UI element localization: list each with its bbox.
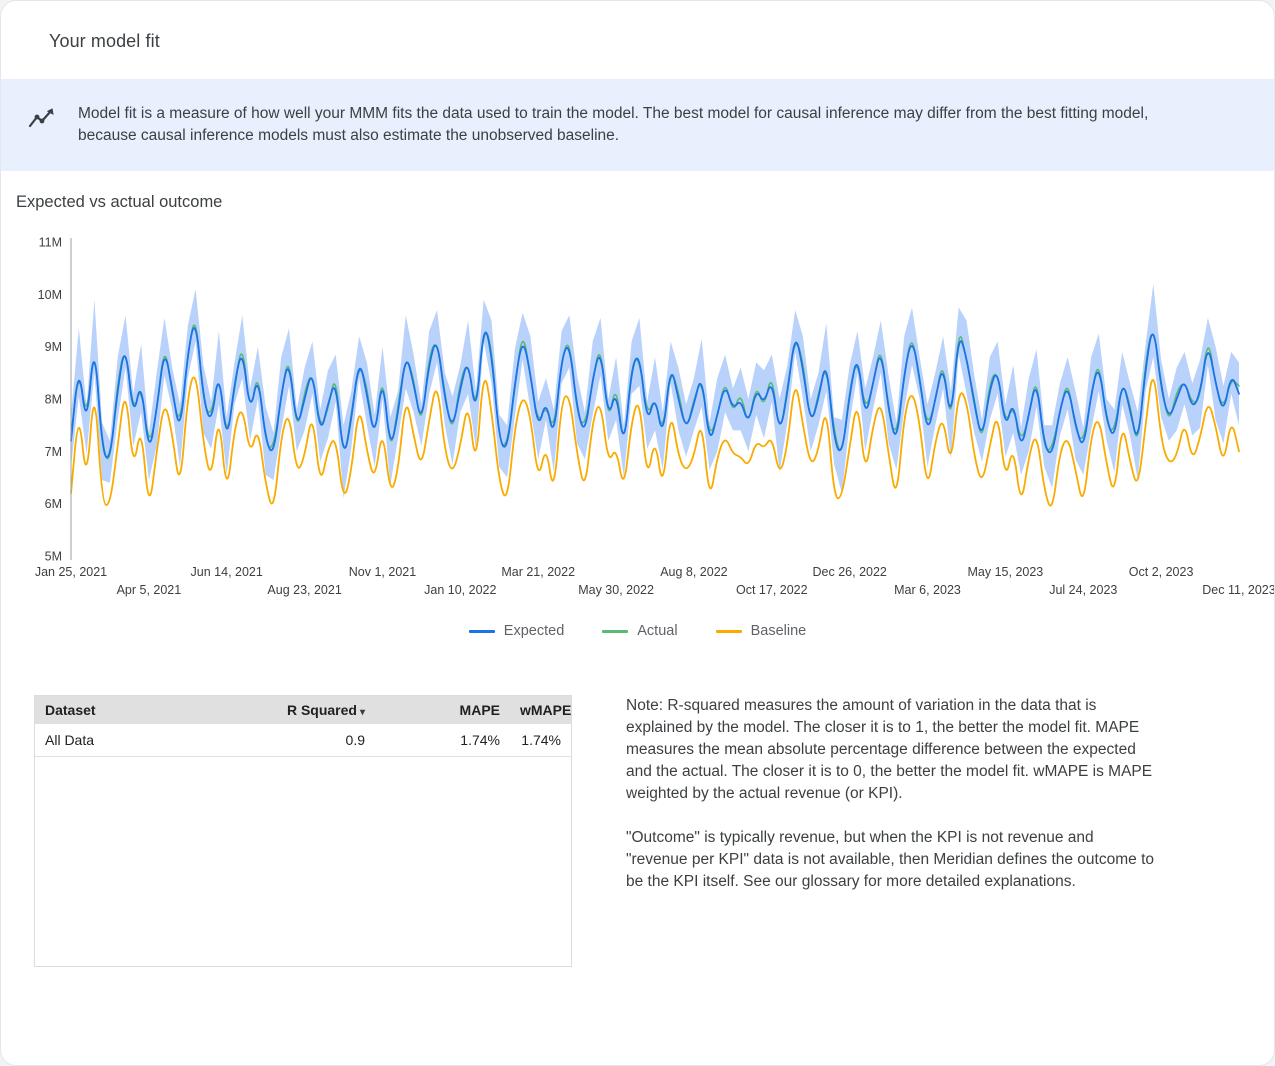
- legend-swatch-icon: [602, 629, 629, 633]
- col-header-mape[interactable]: MAPE: [375, 696, 510, 724]
- svg-text:Jul 24, 2023: Jul 24, 2023: [1049, 583, 1117, 597]
- svg-text:7M: 7M: [45, 445, 62, 459]
- svg-text:Oct 17, 2022: Oct 17, 2022: [736, 583, 808, 597]
- svg-text:6M: 6M: [45, 497, 62, 511]
- col-header-label: R Squared: [286, 702, 357, 718]
- svg-text:8M: 8M: [45, 393, 62, 407]
- note-paragraph-1: Note: R-squared measures the amount of v…: [626, 697, 1153, 802]
- sort-arrow-icon[interactable]: ▾: [359, 707, 365, 718]
- legend-label: Baseline: [750, 623, 807, 639]
- svg-text:Jan 25, 2021: Jan 25, 2021: [35, 565, 107, 579]
- notes: Note: R-squared measures the amount of v…: [626, 695, 1158, 915]
- legend-swatch-icon: [715, 629, 742, 633]
- svg-text:11M: 11M: [39, 236, 62, 250]
- svg-text:Apr 5, 2021: Apr 5, 2021: [117, 583, 182, 597]
- svg-text:Nov 1, 2021: Nov 1, 2021: [349, 565, 416, 579]
- model-fit-icon: [26, 104, 56, 139]
- svg-text:Dec 26, 2022: Dec 26, 2022: [813, 565, 887, 579]
- cell-wmape: 1.74%: [510, 724, 571, 757]
- legend-label: Actual: [637, 623, 678, 639]
- legend-swatch-icon: [468, 629, 495, 633]
- cell-mape: 1.74%: [375, 724, 510, 757]
- svg-text:Aug 8, 2022: Aug 8, 2022: [660, 565, 727, 579]
- svg-text:Mar 21, 2022: Mar 21, 2022: [501, 565, 575, 579]
- page-title: Your model fit: [49, 31, 160, 51]
- svg-text:May 15, 2023: May 15, 2023: [968, 565, 1044, 579]
- legend-item-baseline: Baseline: [715, 623, 807, 639]
- legend-item-expected: Expected: [468, 623, 565, 639]
- model-fit-chart: 5M 6M 7M 8M 9M 10M 11M Jan 25, 2021 Apr 5, 2021 J…: [16, 226, 1274, 640]
- svg-text:Dec 11, 2023: Dec 11, 2023: [1202, 583, 1275, 597]
- col-header-dataset[interactable]: Dataset: [35, 696, 205, 724]
- svg-text:Oct 2, 2023: Oct 2, 2023: [1129, 565, 1194, 579]
- cell-dataset: All Data: [35, 724, 205, 757]
- svg-text:10M: 10M: [38, 288, 62, 302]
- content: Expected vs actual outcome 5M 6M 7M 8M 9M 10M…: [1, 193, 1274, 967]
- card-header: Your model fit: [1, 1, 1274, 79]
- note-paragraph-2: "Outcome" is typically revenue, but when…: [626, 829, 1154, 890]
- svg-text:Jan 10, 2022: Jan 10, 2022: [424, 583, 496, 597]
- col-header-wmape[interactable]: wMAPE: [510, 696, 571, 724]
- svg-text:9M: 9M: [45, 340, 62, 354]
- legend-label: Expected: [503, 623, 565, 639]
- info-banner: Model fit is a measure of how well your …: [1, 79, 1274, 171]
- bottom-row: Dataset R Squared ▾ MAPE wMAPE All Data 0…: [16, 695, 1259, 967]
- table-row: All Data 0.9 1.74% 1.74%: [35, 724, 571, 757]
- metrics-table: Dataset R Squared ▾ MAPE wMAPE All Data 0…: [34, 695, 572, 967]
- legend-item-actual: Actual: [602, 623, 678, 639]
- svg-text:Aug 23, 2021: Aug 23, 2021: [267, 583, 341, 597]
- svg-text:Jun 14, 2021: Jun 14, 2021: [191, 565, 263, 579]
- line-chart: 5M 6M 7M 8M 9M 10M 11M Jan 25, 2021 Apr 5, 2021 J…: [35, 236, 1274, 598]
- svg-text:5M: 5M: [45, 550, 62, 564]
- cell-r-squared: 0.9: [205, 724, 375, 757]
- table-header-row: Dataset R Squared ▾ MAPE wMAPE: [35, 696, 571, 724]
- svg-text:May 30, 2022: May 30, 2022: [578, 583, 654, 597]
- banner-text: Model fit is a measure of how well your …: [78, 105, 1149, 144]
- chart-title: Expected vs actual outcome: [16, 193, 223, 211]
- chart-legend: Expected Actual Baseline: [16, 623, 1259, 639]
- svg-text:Mar 6, 2023: Mar 6, 2023: [894, 583, 961, 597]
- col-header-r-squared[interactable]: R Squared ▾: [205, 696, 375, 724]
